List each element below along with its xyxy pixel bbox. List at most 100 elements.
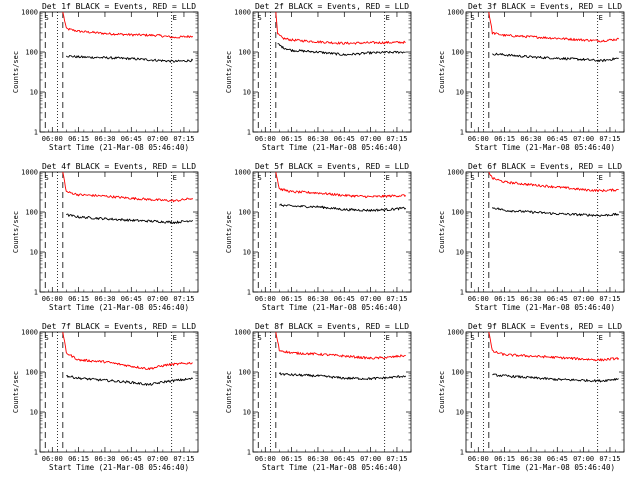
events-series-line [491,207,620,217]
events-series-line [492,52,619,63]
events-series-line [279,203,407,212]
events-series-line [278,372,407,381]
x-tick-label: 06:30 [520,295,541,303]
marker-label-e: E [173,14,177,22]
panel-title: Det 9f BLACK = Events, RED = LLD [468,322,622,331]
x-tick-label: 07:15 [173,455,194,463]
x-tick-label: 06:00 [468,295,489,303]
y-tick-label: 1 [247,449,251,457]
plot-frame [252,331,412,453]
lld-series-line [488,11,620,43]
marker-label-e: E [599,334,603,342]
marker-label-e: E [599,14,603,22]
x-tick-label: 07:15 [599,295,620,303]
y-tick-label: 1000 [234,329,251,337]
y-tick-label: 1 [34,129,38,137]
x-tick-label: 07:00 [360,455,381,463]
x-tick-label: 06:00 [42,295,63,303]
lld-series-line [62,171,194,203]
panel-title: Det 7f BLACK = Events, RED = LLD [42,322,196,331]
lld-series-line [275,331,406,360]
y-tick-label: 10 [30,249,38,257]
y-tick-label: 1 [34,449,38,457]
x-tick-label: 07:00 [360,295,381,303]
lld-series-line [488,171,619,193]
y-tick-label: 1000 [21,9,38,17]
x-axis-label: Start Time (21-Mar-08 05:46:40) [262,143,402,152]
detector-panel: Det 9f BLACK = Events, RED = LLD 1 10 100 10… [438,322,625,472]
marker-label-s: S [258,334,262,342]
y-tick-label: 10 [456,409,464,417]
x-tick-label: 07:00 [147,455,168,463]
x-axis-label: Start Time (21-Mar-08 05:46:40) [475,303,615,312]
x-axis-label: Start Time (21-Mar-08 05:46:40) [475,143,615,152]
marker-label-s: S [45,334,49,342]
lld-series-line [275,171,407,199]
x-tick-label: 07:00 [360,135,381,143]
y-axis-label: Counts/sec [12,211,20,253]
y-tick-label: 10 [243,89,251,97]
x-tick-label: 07:15 [173,135,194,143]
y-tick-label: 1000 [447,169,464,177]
x-tick-label: 06:45 [121,455,142,463]
x-tick-label: 07:00 [147,295,168,303]
x-tick-label: 06:45 [334,295,355,303]
x-axis-label: Start Time (21-Mar-08 05:46:40) [49,463,189,472]
lld-series-line [62,331,193,371]
y-tick-label: 100 [25,369,38,377]
x-tick-label: 06:15 [494,455,515,463]
plot-frame [39,171,199,293]
y-tick-label: 10 [456,89,464,97]
x-tick-label: 06:30 [520,135,541,143]
lld-series-line [275,11,406,45]
x-tick-label: 06:30 [94,135,115,143]
marker-label-e: E [386,334,390,342]
detector-panel: Det 1f BLACK = Events, RED = LLD 1 10 100 10… [12,2,199,152]
y-axis-label: Counts/sec [438,211,446,253]
y-axis-label: Counts/sec [225,51,233,93]
panel-title: Det 6f BLACK = Events, RED = LLD [468,162,622,171]
y-axis-label: Counts/sec [12,51,20,93]
x-tick-label: 06:30 [307,455,328,463]
detector-panel: Det 6f BLACK = Events, RED = LLD 1 10 100 10… [438,162,625,312]
x-tick-label: 06:30 [94,455,115,463]
x-axis-label: Start Time (21-Mar-08 05:46:40) [262,303,402,312]
x-tick-label: 07:15 [386,135,407,143]
detector-panel: Det 7f BLACK = Events, RED = LLD 1 10 100 10… [12,322,199,472]
detector-panel: Det 2f BLACK = Events, RED = LLD 1 10 100 10… [225,2,412,152]
x-tick-label: 07:00 [573,455,594,463]
y-tick-label: 10 [30,409,38,417]
y-tick-label: 1000 [447,329,464,337]
marker-label-s: S [471,14,475,22]
marker-label-s: S [471,334,475,342]
x-tick-label: 06:00 [468,135,489,143]
x-tick-label: 07:00 [573,135,594,143]
y-tick-label: 100 [25,49,38,57]
x-tick-label: 07:15 [386,455,407,463]
x-tick-label: 06:45 [121,135,142,143]
events-series-line [277,43,406,56]
x-tick-label: 06:15 [68,135,89,143]
y-tick-label: 100 [238,209,251,217]
x-tick-label: 06:00 [42,455,63,463]
y-tick-label: 1 [34,289,38,297]
y-tick-label: 1000 [21,169,38,177]
x-tick-label: 06:15 [68,295,89,303]
x-tick-label: 06:15 [281,455,302,463]
marker-label-e: E [173,334,177,342]
x-tick-label: 07:15 [386,295,407,303]
x-tick-label: 06:30 [94,295,115,303]
y-tick-label: 10 [456,249,464,257]
x-tick-label: 06:45 [547,135,568,143]
plot-frame [39,11,199,133]
x-tick-label: 07:15 [173,295,194,303]
panel-title: Det 5f BLACK = Events, RED = LLD [255,162,409,171]
plot-frame [465,11,625,133]
x-tick-label: 06:30 [307,135,328,143]
x-tick-label: 06:45 [547,455,568,463]
x-tick-label: 06:45 [334,135,355,143]
y-tick-label: 100 [238,369,251,377]
marker-label-s: S [258,174,262,182]
x-tick-label: 06:30 [307,295,328,303]
x-tick-label: 06:45 [121,295,142,303]
